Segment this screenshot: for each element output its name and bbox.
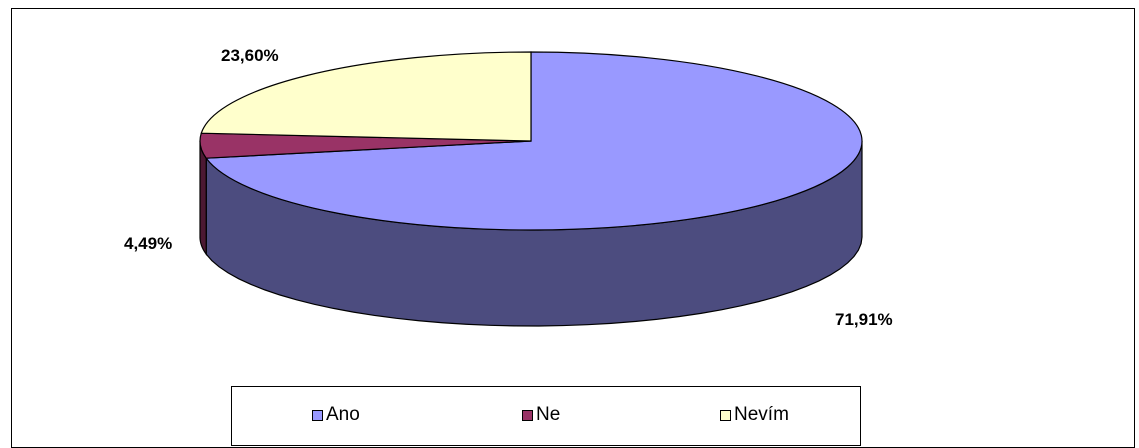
legend-swatch-ne	[522, 409, 533, 421]
legend-swatch-nevim	[720, 409, 731, 421]
pie-slice-ano	[205, 51, 863, 231]
data-label-ne: 4,49%	[124, 234, 172, 253]
legend-item-nevim: Nevím	[720, 404, 789, 426]
data-label-nevim: 23,60%	[221, 46, 279, 65]
legend-label-nevim: Nevím	[734, 404, 789, 425]
legend-label-ano: Ano	[326, 404, 360, 425]
pie-chart: 71,91% 4,49% 23,60%	[124, 46, 893, 329]
data-label-ano: 71,91%	[835, 310, 893, 329]
legend-item-ne: Ne	[522, 404, 560, 426]
chart-area: 71,91% 4,49% 23,60% Ano Ne Nevím	[11, 8, 1135, 448]
pie-slice-nevm	[200, 51, 532, 142]
pie-side-ne	[199, 141, 207, 256]
legend-item-ano: Ano	[312, 404, 360, 426]
legend-label-ne: Ne	[536, 404, 561, 425]
legend-swatch-ano	[312, 409, 323, 421]
legend: Ano Ne Nevím	[231, 386, 861, 446]
